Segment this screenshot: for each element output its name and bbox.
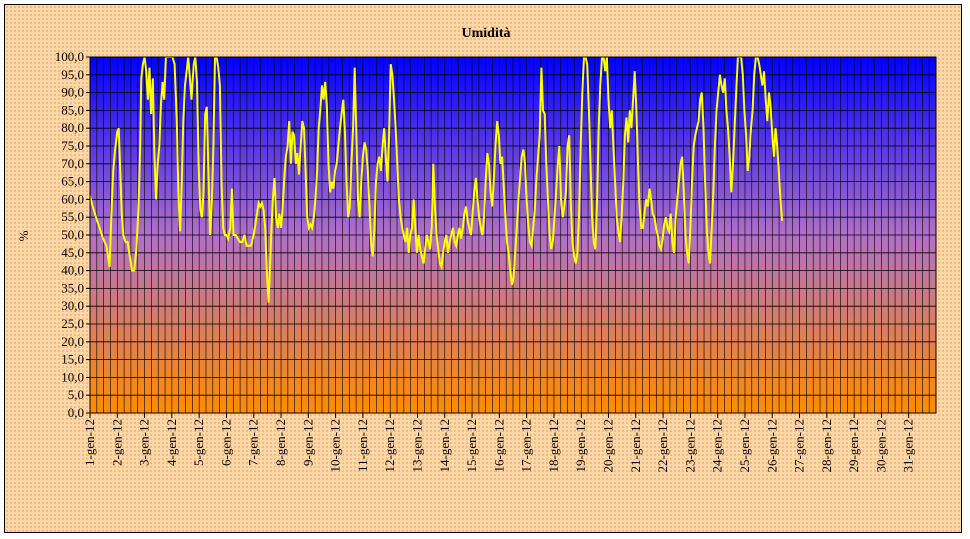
x-tick-label: 22-gen-12 (655, 419, 670, 472)
x-tick-label: 30-gen-12 (873, 419, 888, 472)
y-tick-label: 35,0 (61, 280, 84, 295)
x-tick-label: 18-gen-12 (546, 419, 561, 472)
x-tick-label: 28-gen-12 (819, 419, 834, 472)
y-tick-label: 20,0 (61, 334, 84, 349)
x-tick-label: 20-gen-12 (601, 419, 616, 472)
x-tick-label: 2-gen-12 (109, 419, 124, 466)
y-tick-label: 10,0 (61, 369, 84, 384)
y-tick-label: 95,0 (61, 67, 84, 82)
x-tick-label: 9-gen-12 (300, 419, 315, 466)
x-tick-label: 29-gen-12 (846, 419, 861, 472)
grid (90, 56, 936, 414)
x-tick-label: 26-gen-12 (764, 419, 779, 472)
x-tick-label: 6-gen-12 (218, 419, 233, 466)
x-tick-label: 8-gen-12 (273, 419, 288, 466)
series-line (89, 56, 784, 303)
x-tick-label: 23-gen-12 (682, 419, 697, 472)
y-tick-label: 30,0 (61, 298, 84, 313)
y-tick-label: 80,0 (61, 120, 84, 135)
x-tick-label: 1-gen-12 (82, 419, 97, 466)
x-tick-label: 17-gen-12 (519, 419, 534, 472)
y-tick-label: 25,0 (61, 316, 84, 331)
x-tick-label: 24-gen-12 (710, 419, 725, 472)
y-tick-label: 60,0 (61, 191, 84, 206)
y-axis: 0,0 5,0 10,0 15,0 20,0 25,0 30,0 35,0 40,0 45,0 50… (55, 49, 90, 420)
x-tick-label: 19-gen-12 (573, 419, 588, 472)
x-tick-label: 27-gen-12 (792, 419, 807, 472)
y-tick-label: 55,0 (61, 209, 84, 224)
x-tick-label: 3-gen-12 (137, 419, 152, 466)
x-tick-label: 31-gen-12 (901, 419, 916, 472)
chart-frame: Umidità 0,0 5,0 10,0 15,0 20,0 25,0 30,0 35,0 40… (4, 4, 962, 533)
x-tick-label: 21-gen-12 (628, 419, 643, 472)
y-tick-label: 15,0 (61, 352, 84, 367)
x-tick-label: 4-gen-12 (164, 419, 179, 466)
y-tick-label: 45,0 (61, 245, 84, 260)
y-axis-label: % (16, 230, 31, 241)
y-tick-label: 85,0 (61, 102, 84, 117)
x-tick-label: 10-gen-12 (328, 419, 343, 472)
y-tick-label: 75,0 (61, 138, 84, 153)
x-tick-label: 13-gen-12 (409, 419, 424, 472)
y-tick-label: 90,0 (61, 85, 84, 100)
x-tick-label: 7-gen-12 (246, 419, 261, 466)
y-tick-label: 70,0 (61, 156, 84, 171)
x-tick-label: 14-gen-12 (437, 419, 452, 472)
y-tick-label: 65,0 (61, 174, 84, 189)
x-axis: 1-gen-12 2-gen-12 3-gen-12 4-gen-12 5-gen-12… (82, 413, 916, 472)
humidity-chart: Umidità 0,0 5,0 10,0 15,0 20,0 25,0 30,0 35,0 40… (16, 26, 937, 472)
x-tick-label: 11-gen-12 (355, 419, 370, 472)
x-tick-label: 25-gen-12 (737, 419, 752, 472)
x-tick-label: 12-gen-12 (382, 419, 397, 472)
y-tick-label: 50,0 (61, 227, 84, 242)
y-tick-label: 100,0 (55, 49, 84, 64)
y-tick-label: 40,0 (61, 263, 84, 278)
y-tick-label: 5,0 (68, 387, 84, 402)
x-tick-label: 5-gen-12 (191, 419, 206, 466)
y-tick-label: 0,0 (68, 405, 84, 420)
plot-border (89, 56, 937, 414)
x-tick-label: 15-gen-12 (464, 419, 479, 472)
chart-title: Umidità (462, 26, 511, 41)
x-tick-label: 16-gen-12 (491, 419, 506, 472)
